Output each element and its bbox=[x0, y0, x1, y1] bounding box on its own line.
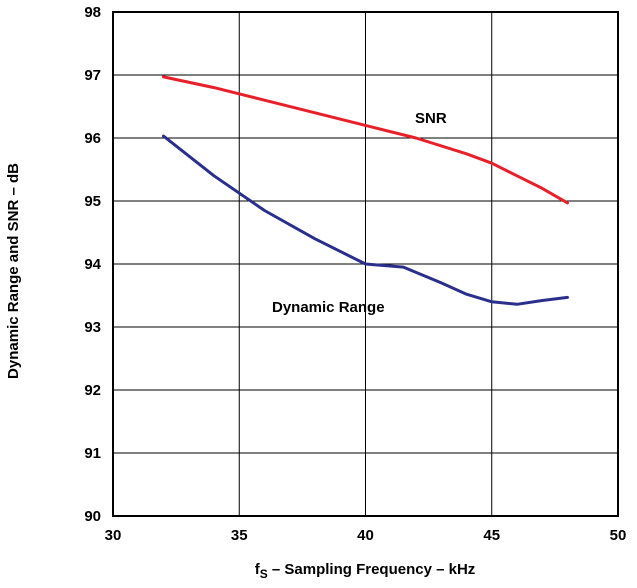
series-line-dynamic-range bbox=[162, 134, 569, 306]
series-label-dynamic-range: Dynamic Range bbox=[272, 299, 385, 316]
y-tick-label-98: 98 bbox=[84, 4, 101, 21]
series-line-snr bbox=[162, 75, 569, 205]
y-tick-label-96: 96 bbox=[84, 130, 101, 147]
x-axis-title-suffix: – Sampling Frequency – kHz bbox=[268, 561, 476, 578]
x-axis-title-prefix: f bbox=[255, 561, 261, 578]
series-lines bbox=[162, 75, 569, 306]
x-tick-label-45: 45 bbox=[483, 527, 500, 544]
x-axis-title-subscript: S bbox=[260, 567, 268, 581]
x-tick-label-50: 50 bbox=[610, 527, 627, 544]
y-tick-label-95: 95 bbox=[84, 193, 101, 210]
y-axis-title: Dynamic Range and SNR – dB bbox=[5, 163, 22, 379]
x-tick-label-40: 40 bbox=[357, 527, 374, 544]
x-axis-title: fS – Sampling Frequency – kHz bbox=[255, 561, 476, 581]
x-tick-label-30: 30 bbox=[105, 527, 122, 544]
plot-frame bbox=[112, 11, 619, 517]
tick-labels: 30 35 40 45 50 90 91 92 93 94 95 96 97 98 bbox=[84, 4, 626, 544]
x-tick-label-35: 35 bbox=[231, 527, 248, 544]
y-tick-label-94: 94 bbox=[84, 256, 101, 273]
y-tick-label-93: 93 bbox=[84, 319, 101, 336]
y-tick-label-91: 91 bbox=[84, 445, 101, 462]
series-label-snr: SNR bbox=[415, 110, 447, 127]
y-tick-label-92: 92 bbox=[84, 382, 101, 399]
y-tick-label-90: 90 bbox=[84, 508, 101, 525]
y-tick-label-97: 97 bbox=[84, 67, 101, 84]
